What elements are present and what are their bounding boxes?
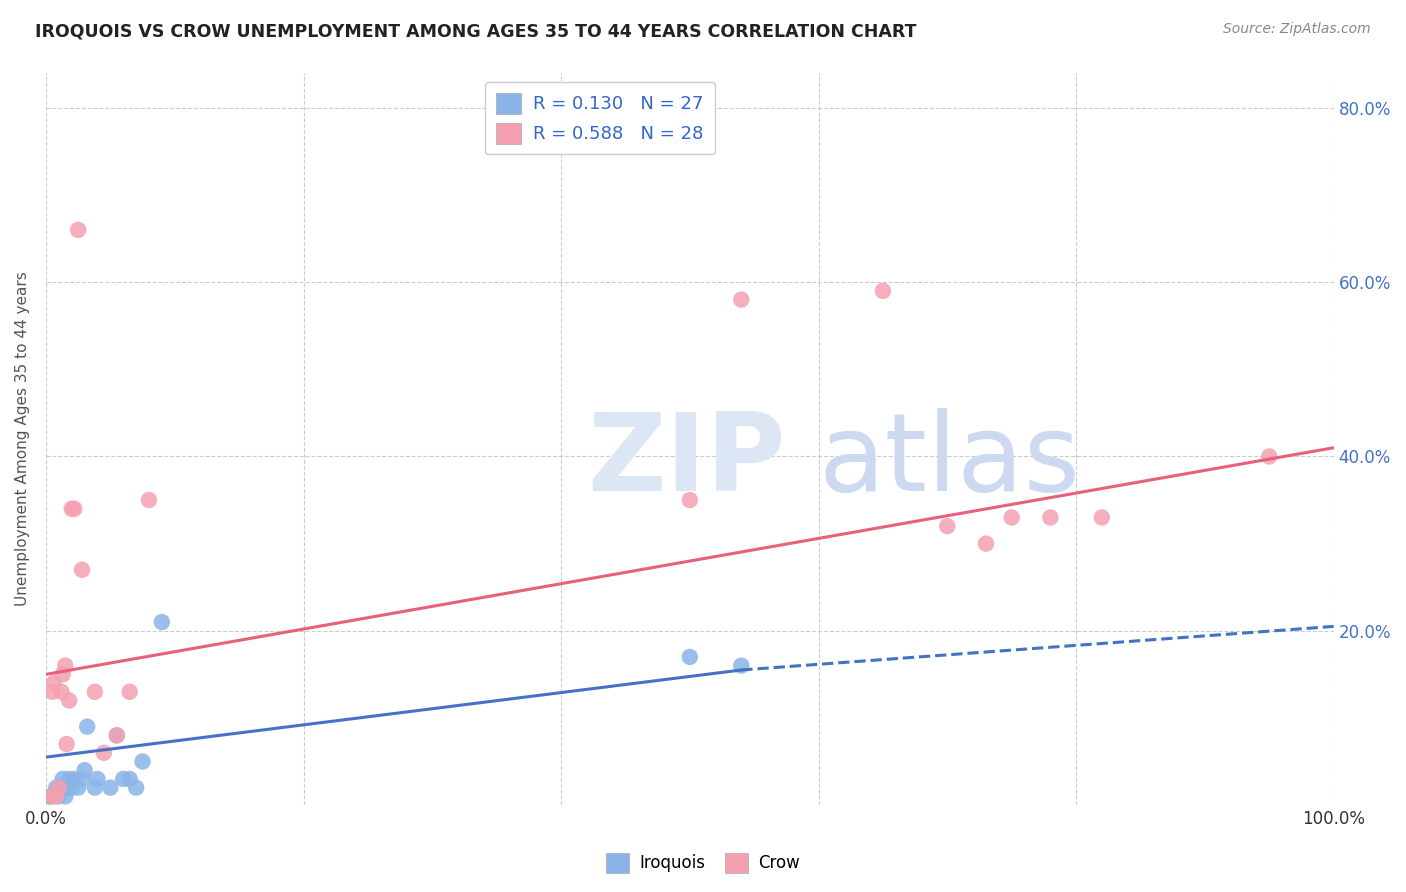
Point	[70, 772, 93, 786]
Point	[76, 720, 98, 734]
Legend: Iroquois, Crow: Iroquois, Crow	[599, 847, 807, 880]
Point	[1001, 510, 1024, 524]
Point	[125, 780, 148, 795]
Point	[63, 772, 86, 786]
Point	[98, 780, 121, 795]
Point	[53, 658, 76, 673]
Point	[51, 685, 73, 699]
Point	[41, 789, 63, 804]
Point	[60, 501, 83, 516]
Point	[118, 772, 141, 786]
Point	[38, 789, 60, 804]
Point	[83, 780, 105, 795]
Point	[131, 755, 153, 769]
Point	[105, 728, 128, 742]
Point	[67, 223, 90, 237]
Point	[41, 685, 63, 699]
Y-axis label: Unemployment Among Ages 35 to 44 years: Unemployment Among Ages 35 to 44 years	[15, 272, 30, 607]
Point	[48, 780, 70, 795]
Point	[83, 685, 105, 699]
Point	[42, 676, 65, 690]
Point	[58, 772, 80, 786]
Point	[51, 780, 73, 795]
Point	[730, 658, 752, 673]
Point	[150, 615, 173, 629]
Point	[105, 728, 128, 742]
Point	[52, 667, 75, 681]
Point	[1258, 450, 1281, 464]
Legend: R = 0.130   N = 27, R = 0.588   N = 28: R = 0.130 N = 27, R = 0.588 N = 28	[485, 82, 714, 154]
Text: Source: ZipAtlas.com: Source: ZipAtlas.com	[1223, 22, 1371, 37]
Point	[55, 737, 77, 751]
Point	[93, 746, 115, 760]
Point	[679, 493, 702, 508]
Point	[1091, 510, 1114, 524]
Point	[38, 789, 60, 804]
Text: ZIP: ZIP	[586, 408, 786, 514]
Point	[48, 780, 70, 795]
Point	[53, 789, 76, 804]
Point	[63, 501, 86, 516]
Point	[974, 536, 997, 550]
Point	[936, 519, 959, 533]
Point	[55, 780, 77, 795]
Text: IROQUOIS VS CROW UNEMPLOYMENT AMONG AGES 35 TO 44 YEARS CORRELATION CHART: IROQUOIS VS CROW UNEMPLOYMENT AMONG AGES…	[35, 22, 917, 40]
Point	[70, 563, 93, 577]
Point	[730, 293, 752, 307]
Point	[48, 789, 70, 804]
Point	[679, 649, 702, 664]
Point	[67, 780, 90, 795]
Text: atlas: atlas	[818, 408, 1081, 514]
Point	[52, 772, 75, 786]
Point	[872, 284, 894, 298]
Point	[118, 685, 141, 699]
Point	[86, 772, 108, 786]
Point	[138, 493, 160, 508]
Point	[112, 772, 135, 786]
Point	[45, 780, 67, 795]
Point	[73, 763, 96, 777]
Point	[60, 780, 83, 795]
Point	[45, 789, 67, 804]
Point	[58, 693, 80, 707]
Point	[1039, 510, 1062, 524]
